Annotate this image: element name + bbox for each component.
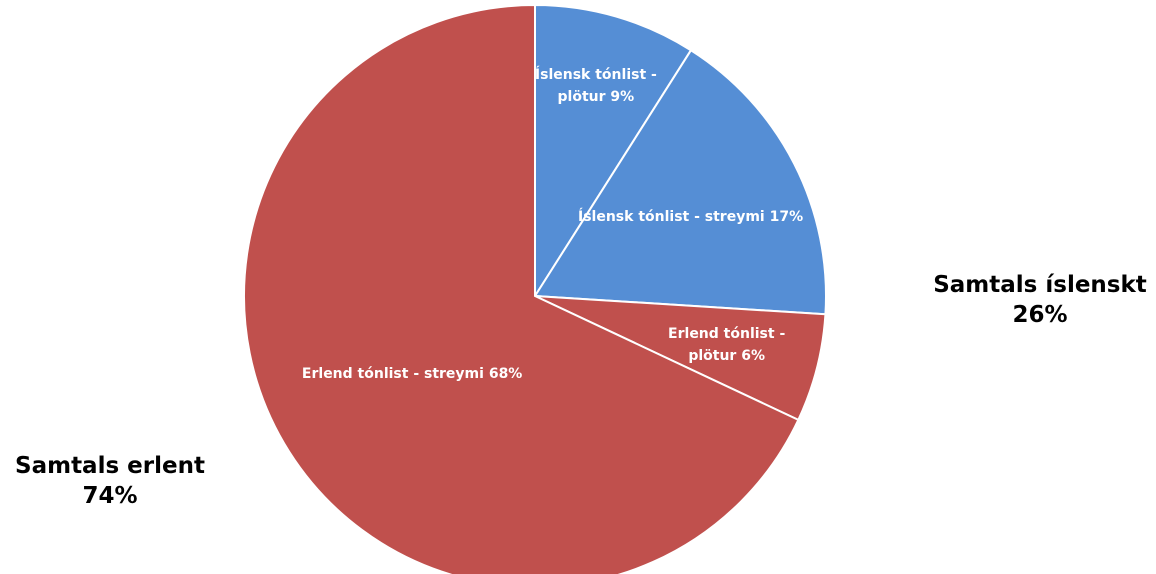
annotation: Samtals íslenskt 26% xyxy=(933,272,1147,328)
data-label: Íslensk tónlist - streymi 17% xyxy=(576,206,806,228)
pie-slice xyxy=(533,48,827,316)
pie-slice xyxy=(534,3,693,300)
pie-slice xyxy=(243,3,800,574)
data-label: Erlend tónlist - streymi 68% xyxy=(297,363,527,385)
label-category: Erlend tónlist - streymi xyxy=(301,365,484,382)
label-category: Íslensk tónlist - streymi xyxy=(578,208,765,225)
label-category: Íslensk tónlist - plötur xyxy=(534,67,657,106)
label-category: Erlend tónlist - plötur xyxy=(668,326,786,365)
annotation: Samtals erlent 74% xyxy=(15,453,205,509)
data-label: Erlend tónlist - plötur 6% xyxy=(662,323,792,367)
label-value: 9% xyxy=(610,89,635,106)
label-value: 6% xyxy=(741,348,765,365)
label-value: 68% xyxy=(488,365,523,382)
label-value: 17% xyxy=(769,208,804,225)
data-label: Íslensk tónlist - plötur 9% xyxy=(531,64,661,108)
